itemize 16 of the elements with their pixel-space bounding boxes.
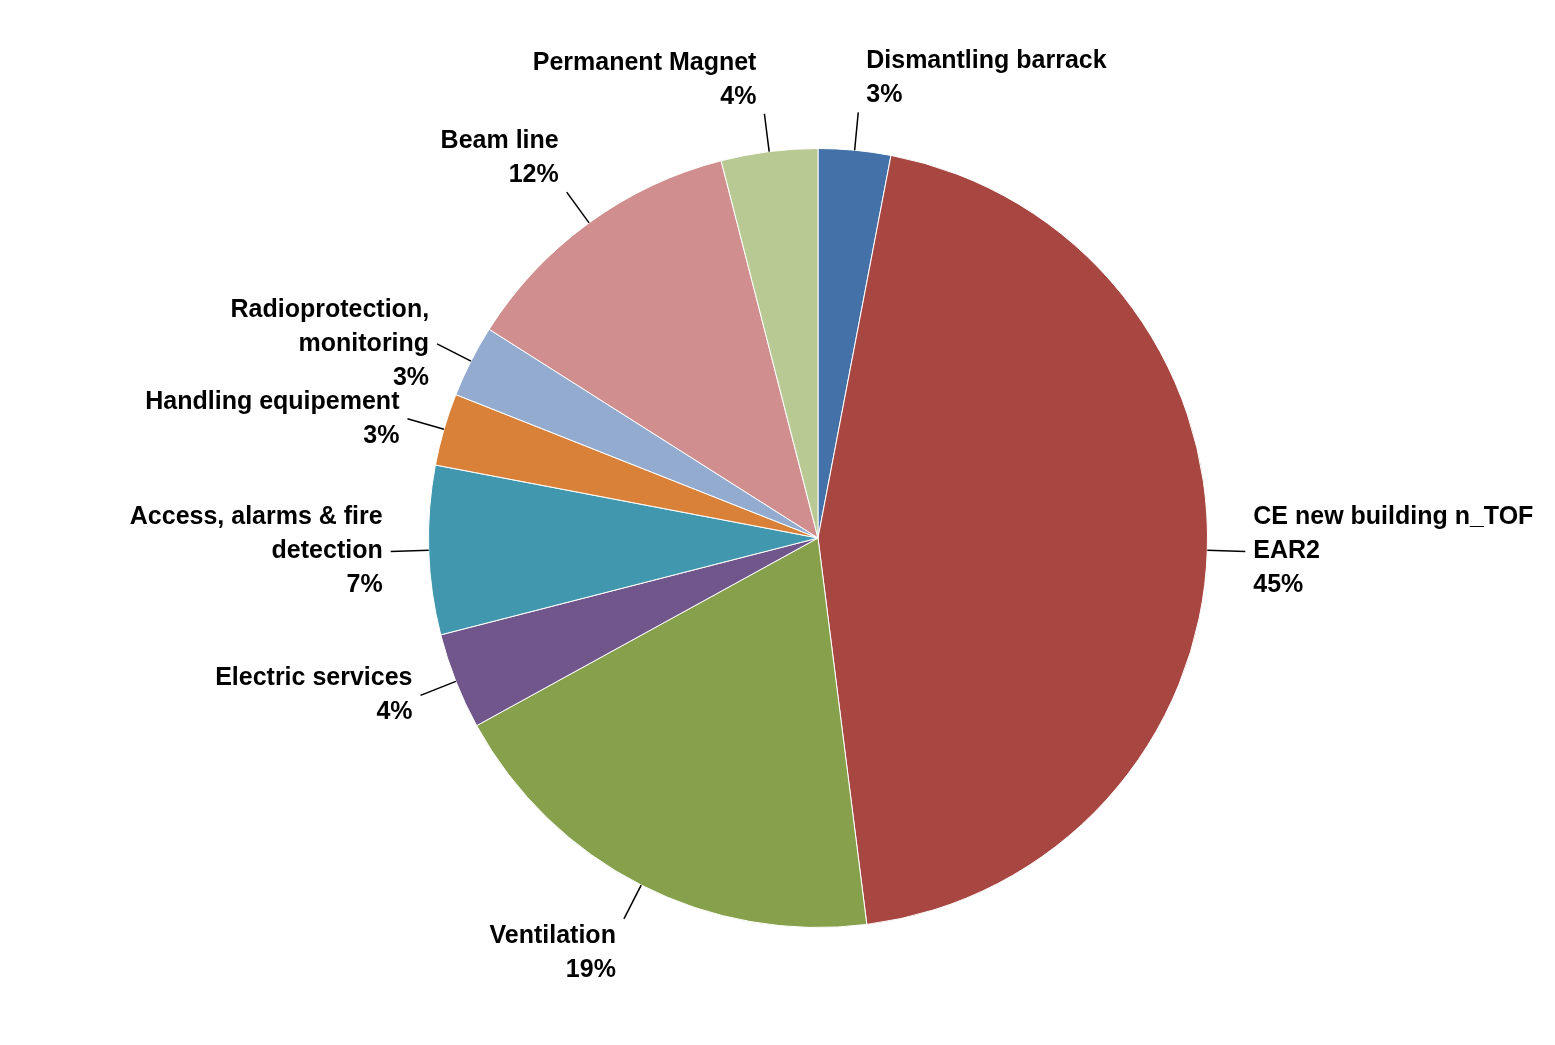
data-label: 7%	[346, 569, 383, 598]
slice-label: Permanent Magnet	[532, 46, 758, 75]
data-label: 12%	[508, 159, 559, 188]
data-label: 19%	[565, 953, 616, 982]
slice-label: Ventilation	[489, 919, 616, 948]
slice-label: Access, alarms & fire detection	[129, 501, 383, 564]
slice-label: Beam line	[440, 125, 559, 154]
slice-label: Radioprotection, monitoring	[230, 293, 430, 356]
data-label: 4%	[720, 80, 757, 109]
data-label: 3%	[866, 79, 903, 108]
data-label: 45%	[1253, 569, 1304, 598]
slice-label: CE new building n_TOF EAR2	[1253, 501, 1534, 564]
data-label: 3%	[363, 419, 400, 448]
slice-label: Dismantling barrack	[866, 45, 1107, 74]
slice-label: Electric services	[215, 662, 413, 691]
data-label: 4%	[376, 696, 413, 725]
